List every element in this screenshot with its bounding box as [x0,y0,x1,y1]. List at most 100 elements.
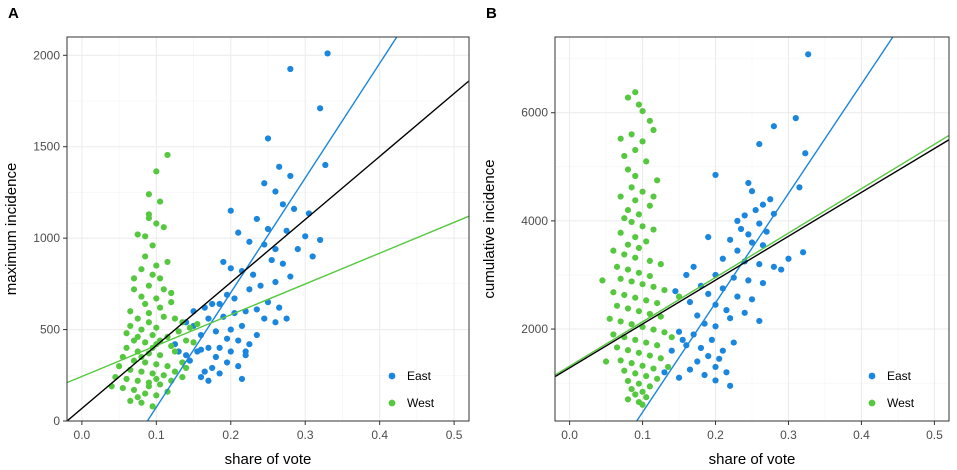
east-point [730,274,737,281]
east-point [723,307,730,314]
east-point [220,258,227,266]
east-point [719,255,726,262]
y-tick-label: 6000 [521,106,548,120]
west-point [617,229,624,236]
west-point [183,337,190,344]
east-point [183,352,190,359]
east-point [287,273,294,280]
points-layer [108,50,331,410]
west-point [606,315,613,322]
east-point [734,217,741,224]
east-point [679,336,686,343]
east-point [752,206,759,214]
east-point [792,115,799,122]
west-point [179,374,186,381]
west-point [127,397,134,404]
east-point [205,377,212,384]
west-point [632,234,639,241]
east-point [317,236,324,244]
panel-a: A 0.0 0.1 0.2 0.3 0.4 0.5 0 500 1000 1500 2000 share… [3,5,470,468]
east-point [756,317,763,325]
west-point [661,287,668,294]
east-point [212,353,219,361]
x-tick-label: 0.1 [634,428,651,442]
legend-label-west: West [887,396,915,410]
east-point [294,246,301,253]
east-point [253,306,260,313]
east-point [675,374,683,381]
west-fit-line [555,134,949,376]
east-point [242,352,249,359]
west-point [628,278,635,285]
west-point [650,126,657,134]
west-point [632,370,639,377]
west-point [142,233,149,240]
west-point [650,326,657,333]
west-point [138,293,145,300]
east-point [734,247,741,254]
west-point [599,277,606,284]
west-point [643,339,650,346]
east-point [287,65,294,73]
west-point [643,373,650,380]
west-point [130,275,138,282]
east-point [216,370,223,377]
west-point [134,315,141,322]
legend-swatch-east [388,372,396,380]
west-point [171,348,179,355]
east-point [734,293,741,300]
west-point [610,331,617,338]
west-point [628,131,635,138]
east-point [712,171,719,179]
west-point [145,310,152,317]
west-point [617,318,624,325]
x-tick-label: 0.5 [446,428,463,442]
west-point [650,193,657,200]
west-point [149,331,156,339]
east-point [216,300,223,308]
west-point [650,226,657,233]
west-point [646,310,653,318]
east-point [763,228,770,235]
east-point [283,315,290,322]
west-point [639,388,646,395]
points-layer [599,51,812,408]
east-point [223,335,231,342]
west-point [664,363,672,371]
west-point [632,254,639,261]
west-point [134,377,141,384]
west-point [646,352,653,359]
east-point [205,344,212,351]
x-tick-label: 0.4 [853,428,870,442]
west-point [621,251,628,258]
west-point [153,220,160,227]
west-fit-line [67,215,469,384]
east-point [723,369,730,376]
east-point [290,205,298,212]
west-point [624,241,632,248]
west-point [171,315,179,322]
y-tick-label: 4000 [521,214,548,228]
east-point [675,328,683,335]
east-point [745,231,752,238]
east-point [805,51,812,58]
east-fit-line [636,37,894,421]
east-point [712,377,719,384]
east-point [227,326,234,333]
legend-swatch-west [868,399,876,407]
west-point [160,372,167,379]
east-point [759,201,767,208]
west-point [116,363,123,370]
west-point [657,355,664,362]
west-point [639,362,646,369]
west-point [153,375,160,383]
west-point [610,247,617,254]
west-point [635,211,643,218]
west-point [142,390,149,397]
east-point [686,366,694,373]
east-point [705,352,712,360]
east-point [712,363,719,371]
east-point [708,336,715,343]
west-point [624,347,632,354]
x-tick-label: 0.2 [707,428,724,442]
